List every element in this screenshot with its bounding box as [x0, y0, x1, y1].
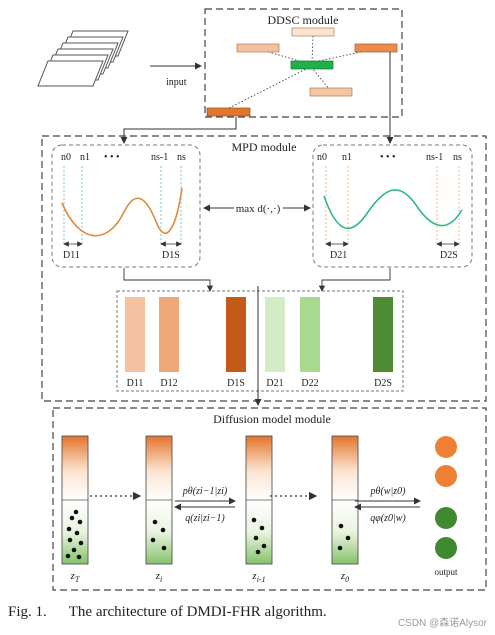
output-circles — [435, 436, 457, 559]
left-n1-label: n1 — [80, 152, 90, 163]
output-circle — [435, 465, 457, 487]
left-d-first-label: D11 — [63, 250, 80, 261]
component-bars: D11 D12 D1S D21 D22 D2S — [125, 297, 393, 389]
diffusion-title: Diffusion model module — [213, 412, 331, 426]
latent-label: zi — [155, 570, 163, 584]
noise-dot — [160, 527, 166, 533]
diffusion-module: Diffusion model module zT zi zi-1 z0 pθ(zi−… — [52, 407, 487, 591]
ddsc-module: DDSC module input — [37, 8, 403, 144]
right-ns1-label: ns-1 — [426, 152, 443, 163]
latent-label: z0 — [340, 570, 349, 584]
right-d-last-label: D2S — [440, 250, 458, 261]
component-bar-label: D21 — [266, 378, 283, 389]
reverse-step-label: pθ(zi−1|zi) — [182, 486, 228, 497]
latent-columns: zT zi zi-1 z0 — [61, 435, 359, 584]
figure-caption: Fig. 1. The architecture of DMDI-FHR algo… — [8, 604, 327, 621]
input-stack — [37, 30, 129, 87]
noise-dot — [150, 537, 156, 543]
latent-label: zi-1 — [251, 570, 265, 584]
left-signal-panel: n0 n1 • • • ns-1 ns D11 D1S — [51, 144, 201, 268]
ddsc-to-left-arrow — [120, 117, 237, 144]
figure-number: Fig. 1. — [8, 604, 47, 620]
feature-bar-green — [290, 60, 334, 70]
right-ns-label: ns — [453, 152, 462, 163]
noise-dot — [76, 554, 82, 560]
noise-dot — [255, 549, 261, 555]
noise-dot — [69, 515, 75, 521]
left-waveform — [61, 187, 183, 237]
output-circle — [435, 537, 457, 559]
feature-bar-medium — [354, 43, 398, 53]
diffusion-border — [52, 407, 487, 591]
right-signal-panel: n0 n1 • • • ns-1 ns D21 D2S — [312, 144, 473, 268]
output-circle — [435, 436, 457, 458]
max-distance-label: max d(·,·) — [236, 203, 281, 215]
component-bar-d12 — [159, 297, 179, 372]
figure-caption-text: The architecture of DMDI-FHR algorithm. — [68, 604, 327, 620]
noise-dot — [251, 517, 257, 523]
forward-step-label: q(zi|zi−1) — [185, 513, 225, 524]
noise-dot — [261, 543, 267, 549]
component-bar-label: D12 — [160, 378, 177, 389]
ddsc-title: DDSC module — [267, 13, 338, 27]
right-waveform — [323, 189, 463, 230]
noise-dot — [65, 553, 71, 559]
component-bar-d11 — [125, 297, 145, 372]
feature-bar-light-2 — [309, 87, 353, 97]
component-bar-label: D11 — [127, 378, 144, 389]
noise-dot — [73, 509, 79, 515]
mpd-module: MPD module n0 n1 • • • ns-1 ns D11 D1S — [41, 135, 487, 402]
output-circle — [435, 507, 457, 529]
left-ns1-label: ns-1 — [151, 152, 168, 163]
component-bar-label: D2S — [374, 378, 392, 389]
component-bar-d22 — [300, 297, 320, 372]
encode-label: qφ(z0|w) — [370, 513, 406, 524]
mpd-title: MPD module — [231, 140, 296, 154]
ddsc-connections — [228, 35, 376, 109]
input-label: input — [166, 77, 187, 88]
left-n0-label: n0 — [61, 152, 71, 163]
feature-bar-dark — [206, 107, 251, 117]
noise-dot — [77, 519, 83, 525]
left-dots: • • • — [104, 152, 120, 163]
bars-box — [116, 290, 404, 392]
component-bar-d21 — [265, 297, 285, 372]
decode-label: pθ(w|z0) — [370, 486, 407, 497]
noise-dot — [345, 535, 351, 541]
left-to-bars-arrow — [123, 268, 214, 292]
right-n1-label: n1 — [342, 152, 352, 163]
latent-label: zT — [70, 570, 80, 584]
left-d-last-label: D1S — [162, 250, 180, 261]
architecture-diagram: DDSC module input — [37, 8, 487, 591]
watermark: CSDN @森诺Alysor — [397, 618, 487, 629]
noise-dot — [71, 547, 77, 553]
noise-dot — [67, 537, 73, 543]
right-to-bars-arrow — [318, 268, 391, 292]
feature-bar-light — [236, 43, 280, 53]
right-dots: • • • — [380, 152, 396, 163]
component-bar-label: D1S — [227, 378, 245, 389]
noise-dot — [338, 523, 344, 529]
right-d-first-label: D21 — [330, 250, 347, 261]
output-label: output — [434, 567, 458, 577]
noise-dot — [337, 545, 343, 551]
noise-dot — [66, 526, 72, 532]
noise-dot — [161, 545, 167, 551]
noise-dot — [152, 519, 158, 525]
noise-dot — [253, 535, 259, 541]
component-bar-d1s — [226, 297, 246, 372]
component-bar-d2s — [373, 297, 393, 372]
right-n0-label: n0 — [317, 152, 327, 163]
noise-dot — [78, 540, 84, 546]
mpd-border — [41, 135, 487, 402]
left-ns-label: ns — [177, 152, 186, 163]
component-bar-label: D22 — [301, 378, 318, 389]
noise-dot — [259, 525, 265, 531]
ddsc-border — [204, 8, 403, 118]
feature-bar-pale — [291, 27, 335, 37]
noise-dot — [74, 530, 80, 536]
